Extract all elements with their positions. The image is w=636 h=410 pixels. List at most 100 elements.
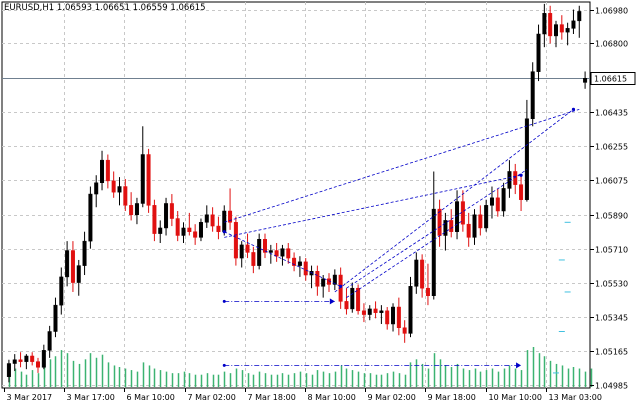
candle[interactable] <box>391 303 396 332</box>
anchor-point[interactable] <box>519 173 523 177</box>
candle[interactable] <box>303 258 308 281</box>
candle[interactable] <box>408 276 413 338</box>
candle[interactable] <box>373 301 378 319</box>
candle[interactable] <box>70 241 75 292</box>
candle[interactable] <box>425 263 430 306</box>
candle[interactable] <box>466 212 471 247</box>
candle[interactable] <box>24 354 29 370</box>
trend-line[interactable] <box>334 109 574 293</box>
candle[interactable] <box>158 220 163 244</box>
candle[interactable] <box>350 282 355 313</box>
candle[interactable] <box>65 241 70 287</box>
candles[interactable] <box>6 3 588 383</box>
candle[interactable] <box>565 22 570 46</box>
candle[interactable] <box>94 175 99 208</box>
candle[interactable] <box>507 160 512 198</box>
candle[interactable] <box>583 71 588 89</box>
candle[interactable] <box>553 20 558 48</box>
candle[interactable] <box>396 297 401 336</box>
candle[interactable] <box>181 222 186 244</box>
candle[interactable] <box>210 207 215 232</box>
candle[interactable] <box>332 269 337 291</box>
candle[interactable] <box>420 254 425 298</box>
candle[interactable] <box>286 243 291 264</box>
candle[interactable] <box>228 188 233 230</box>
candle[interactable] <box>292 252 297 272</box>
candle[interactable] <box>315 265 320 296</box>
candle[interactable] <box>36 357 41 373</box>
candle[interactable] <box>536 24 541 82</box>
candle[interactable] <box>18 352 23 368</box>
candle[interactable] <box>379 305 384 324</box>
candle[interactable] <box>198 218 203 242</box>
candle[interactable] <box>47 325 52 358</box>
trend-line[interactable] <box>224 108 580 223</box>
candle[interactable] <box>41 344 46 370</box>
candle[interactable] <box>449 209 454 238</box>
anchor-point[interactable] <box>222 230 226 234</box>
candle[interactable] <box>129 192 134 221</box>
candle[interactable] <box>123 178 128 212</box>
candle[interactable] <box>542 3 547 48</box>
candle[interactable] <box>88 186 93 249</box>
trend-line[interactable] <box>224 174 522 238</box>
candle[interactable] <box>344 288 349 315</box>
candle[interactable] <box>280 244 285 266</box>
candle[interactable] <box>524 99 529 202</box>
candle[interactable] <box>431 171 436 300</box>
candle[interactable] <box>6 359 11 383</box>
candle[interactable] <box>268 244 273 264</box>
candle[interactable] <box>117 177 122 206</box>
candle[interactable] <box>204 205 209 228</box>
candle[interactable] <box>361 303 366 323</box>
candle[interactable] <box>274 243 279 262</box>
candle[interactable] <box>297 256 302 277</box>
candle[interactable] <box>257 233 262 270</box>
trend-line[interactable] <box>224 231 341 287</box>
candle[interactable] <box>140 126 145 208</box>
candle[interactable] <box>309 265 314 289</box>
trend-line[interactable] <box>346 220 464 298</box>
candle[interactable] <box>571 9 576 35</box>
candle[interactable] <box>30 352 35 366</box>
candle[interactable] <box>245 233 250 259</box>
anchor-point[interactable] <box>339 284 343 288</box>
candle[interactable] <box>216 216 221 240</box>
candle[interactable] <box>577 5 582 38</box>
candle[interactable] <box>239 241 244 268</box>
candle[interactable] <box>519 175 524 212</box>
candle[interactable] <box>12 354 17 372</box>
candle[interactable] <box>100 150 105 191</box>
candle[interactable] <box>169 194 174 227</box>
candle[interactable] <box>548 5 553 44</box>
candle[interactable] <box>513 163 518 195</box>
candle[interactable] <box>414 252 419 294</box>
candle[interactable] <box>251 246 256 274</box>
candle[interactable] <box>193 224 198 245</box>
candle[interactable] <box>472 209 477 245</box>
candle[interactable] <box>501 182 506 217</box>
candle[interactable] <box>111 171 116 198</box>
candle[interactable] <box>146 148 151 213</box>
candle[interactable] <box>53 297 58 338</box>
candle[interactable] <box>559 15 564 40</box>
candle[interactable] <box>443 212 448 251</box>
candle[interactable] <box>530 62 535 127</box>
candle[interactable] <box>327 273 332 292</box>
candle[interactable] <box>437 199 442 247</box>
candle[interactable] <box>484 199 489 232</box>
candle[interactable] <box>478 205 483 236</box>
candle[interactable] <box>152 199 157 242</box>
candle[interactable] <box>402 320 407 343</box>
candle[interactable] <box>164 197 169 236</box>
candle[interactable] <box>187 212 192 236</box>
candle[interactable] <box>262 233 267 259</box>
anchor-point[interactable] <box>571 107 576 111</box>
candle[interactable] <box>489 186 494 219</box>
drawing-objects[interactable] <box>222 107 580 374</box>
candle[interactable] <box>76 259 81 296</box>
candle[interactable] <box>134 197 139 225</box>
candle[interactable] <box>338 267 343 309</box>
